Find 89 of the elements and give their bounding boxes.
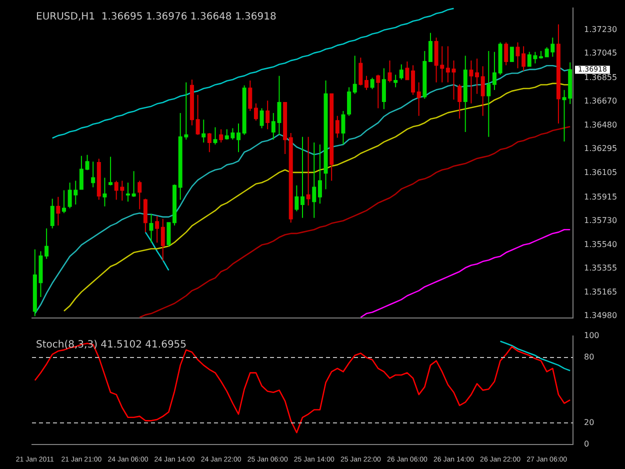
candlestick bbox=[504, 42, 508, 66]
candlestick bbox=[132, 170, 136, 198]
candlestick bbox=[155, 215, 160, 244]
y-tick-label: 20 bbox=[584, 418, 594, 427]
y-tick-label: 1.36295 bbox=[584, 144, 618, 153]
candlestick bbox=[172, 184, 177, 226]
candlestick bbox=[341, 110, 346, 145]
candlestick bbox=[522, 46, 526, 72]
candlestick bbox=[266, 100, 270, 130]
candlestick bbox=[394, 74, 398, 88]
candlestick bbox=[96, 158, 101, 200]
candlestick bbox=[364, 75, 368, 91]
y-tick-label: 1.37045 bbox=[584, 48, 618, 58]
candlestick bbox=[213, 126, 218, 145]
y-tick-label: 100 bbox=[584, 330, 600, 340]
candlestick bbox=[318, 144, 322, 204]
y-tick-label: 1.35540 bbox=[584, 240, 618, 249]
candlestick bbox=[149, 214, 154, 244]
candlestick bbox=[283, 102, 288, 154]
chart-title: EURUSD,H1 1.36695 1.36976 1.36648 1.36918 bbox=[36, 11, 276, 22]
candlestick bbox=[102, 177, 107, 207]
candlestick bbox=[312, 142, 316, 218]
candlestick bbox=[463, 55, 468, 133]
y-tick-label: 1.36855 bbox=[584, 72, 618, 82]
y-tick-label: 1.37230 bbox=[584, 25, 618, 34]
candlestick bbox=[219, 128, 224, 144]
candlestick bbox=[416, 82, 421, 116]
y-tick-label: 1.36105 bbox=[584, 168, 618, 178]
candlestick bbox=[260, 108, 264, 129]
candlestick bbox=[190, 79, 194, 126]
candlestick bbox=[352, 55, 357, 94]
candlestick bbox=[306, 136, 310, 206]
candlestick bbox=[556, 24, 560, 124]
candlestick bbox=[469, 60, 474, 104]
candlestick bbox=[411, 64, 416, 96]
candlestick bbox=[480, 66, 485, 116]
candlestick bbox=[236, 122, 241, 153]
candlestick bbox=[405, 60, 410, 80]
candlestick bbox=[242, 84, 246, 136]
candlestick bbox=[85, 154, 90, 171]
candlestick bbox=[166, 222, 171, 247]
candlestick bbox=[330, 93, 334, 182]
candlestick bbox=[428, 32, 432, 62]
candlestick bbox=[44, 228, 49, 260]
candlestick bbox=[248, 80, 252, 112]
y-tick-label: 1.35730 bbox=[584, 216, 618, 225]
candlestick bbox=[376, 74, 380, 109]
candlestick bbox=[294, 184, 299, 212]
candlestick bbox=[335, 115, 340, 138]
y-tick-label: 80 bbox=[584, 352, 594, 362]
candlestick bbox=[50, 198, 54, 229]
candlestick bbox=[422, 50, 427, 100]
y-tick-label: 0 bbox=[584, 440, 590, 449]
candlestick bbox=[498, 42, 502, 76]
y-tick-label: 1.35165 bbox=[584, 288, 618, 297]
candlestick bbox=[62, 190, 66, 214]
y-tick-label: 1.35355 bbox=[584, 263, 618, 272]
y-tick-label: 1.36670 bbox=[584, 96, 618, 106]
candlestick bbox=[388, 60, 392, 83]
candlestick bbox=[516, 42, 520, 69]
candlestick bbox=[79, 155, 84, 190]
candlestick bbox=[382, 68, 386, 110]
candlestick bbox=[138, 180, 142, 210]
candlestick bbox=[143, 198, 148, 233]
candlestick bbox=[108, 156, 113, 186]
candlestick bbox=[358, 57, 363, 86]
candlestick bbox=[399, 64, 404, 80]
y-tick-label: 1.35915 bbox=[584, 192, 618, 202]
candlestick bbox=[56, 196, 60, 226]
candlestick bbox=[126, 182, 130, 202]
y-tick-label: 1.34980 bbox=[584, 311, 618, 320]
candlestick bbox=[160, 218, 165, 262]
candlestick bbox=[324, 80, 328, 190]
candlestick bbox=[254, 102, 258, 122]
candlestick bbox=[91, 161, 96, 188]
candlestick bbox=[288, 132, 293, 224]
candlestick bbox=[207, 132, 212, 153]
candlestick bbox=[475, 58, 480, 94]
candlestick bbox=[458, 84, 462, 120]
candlestick bbox=[492, 51, 496, 91]
y-tick-label: 1.36480 bbox=[584, 120, 618, 130]
candlestick bbox=[347, 86, 352, 116]
candlestick bbox=[300, 136, 304, 218]
candlestick bbox=[539, 50, 544, 60]
candlestick bbox=[196, 94, 200, 136]
candlestick bbox=[370, 77, 374, 90]
candlestick bbox=[510, 46, 514, 62]
candlestick bbox=[486, 50, 491, 138]
candlestick bbox=[202, 119, 206, 144]
